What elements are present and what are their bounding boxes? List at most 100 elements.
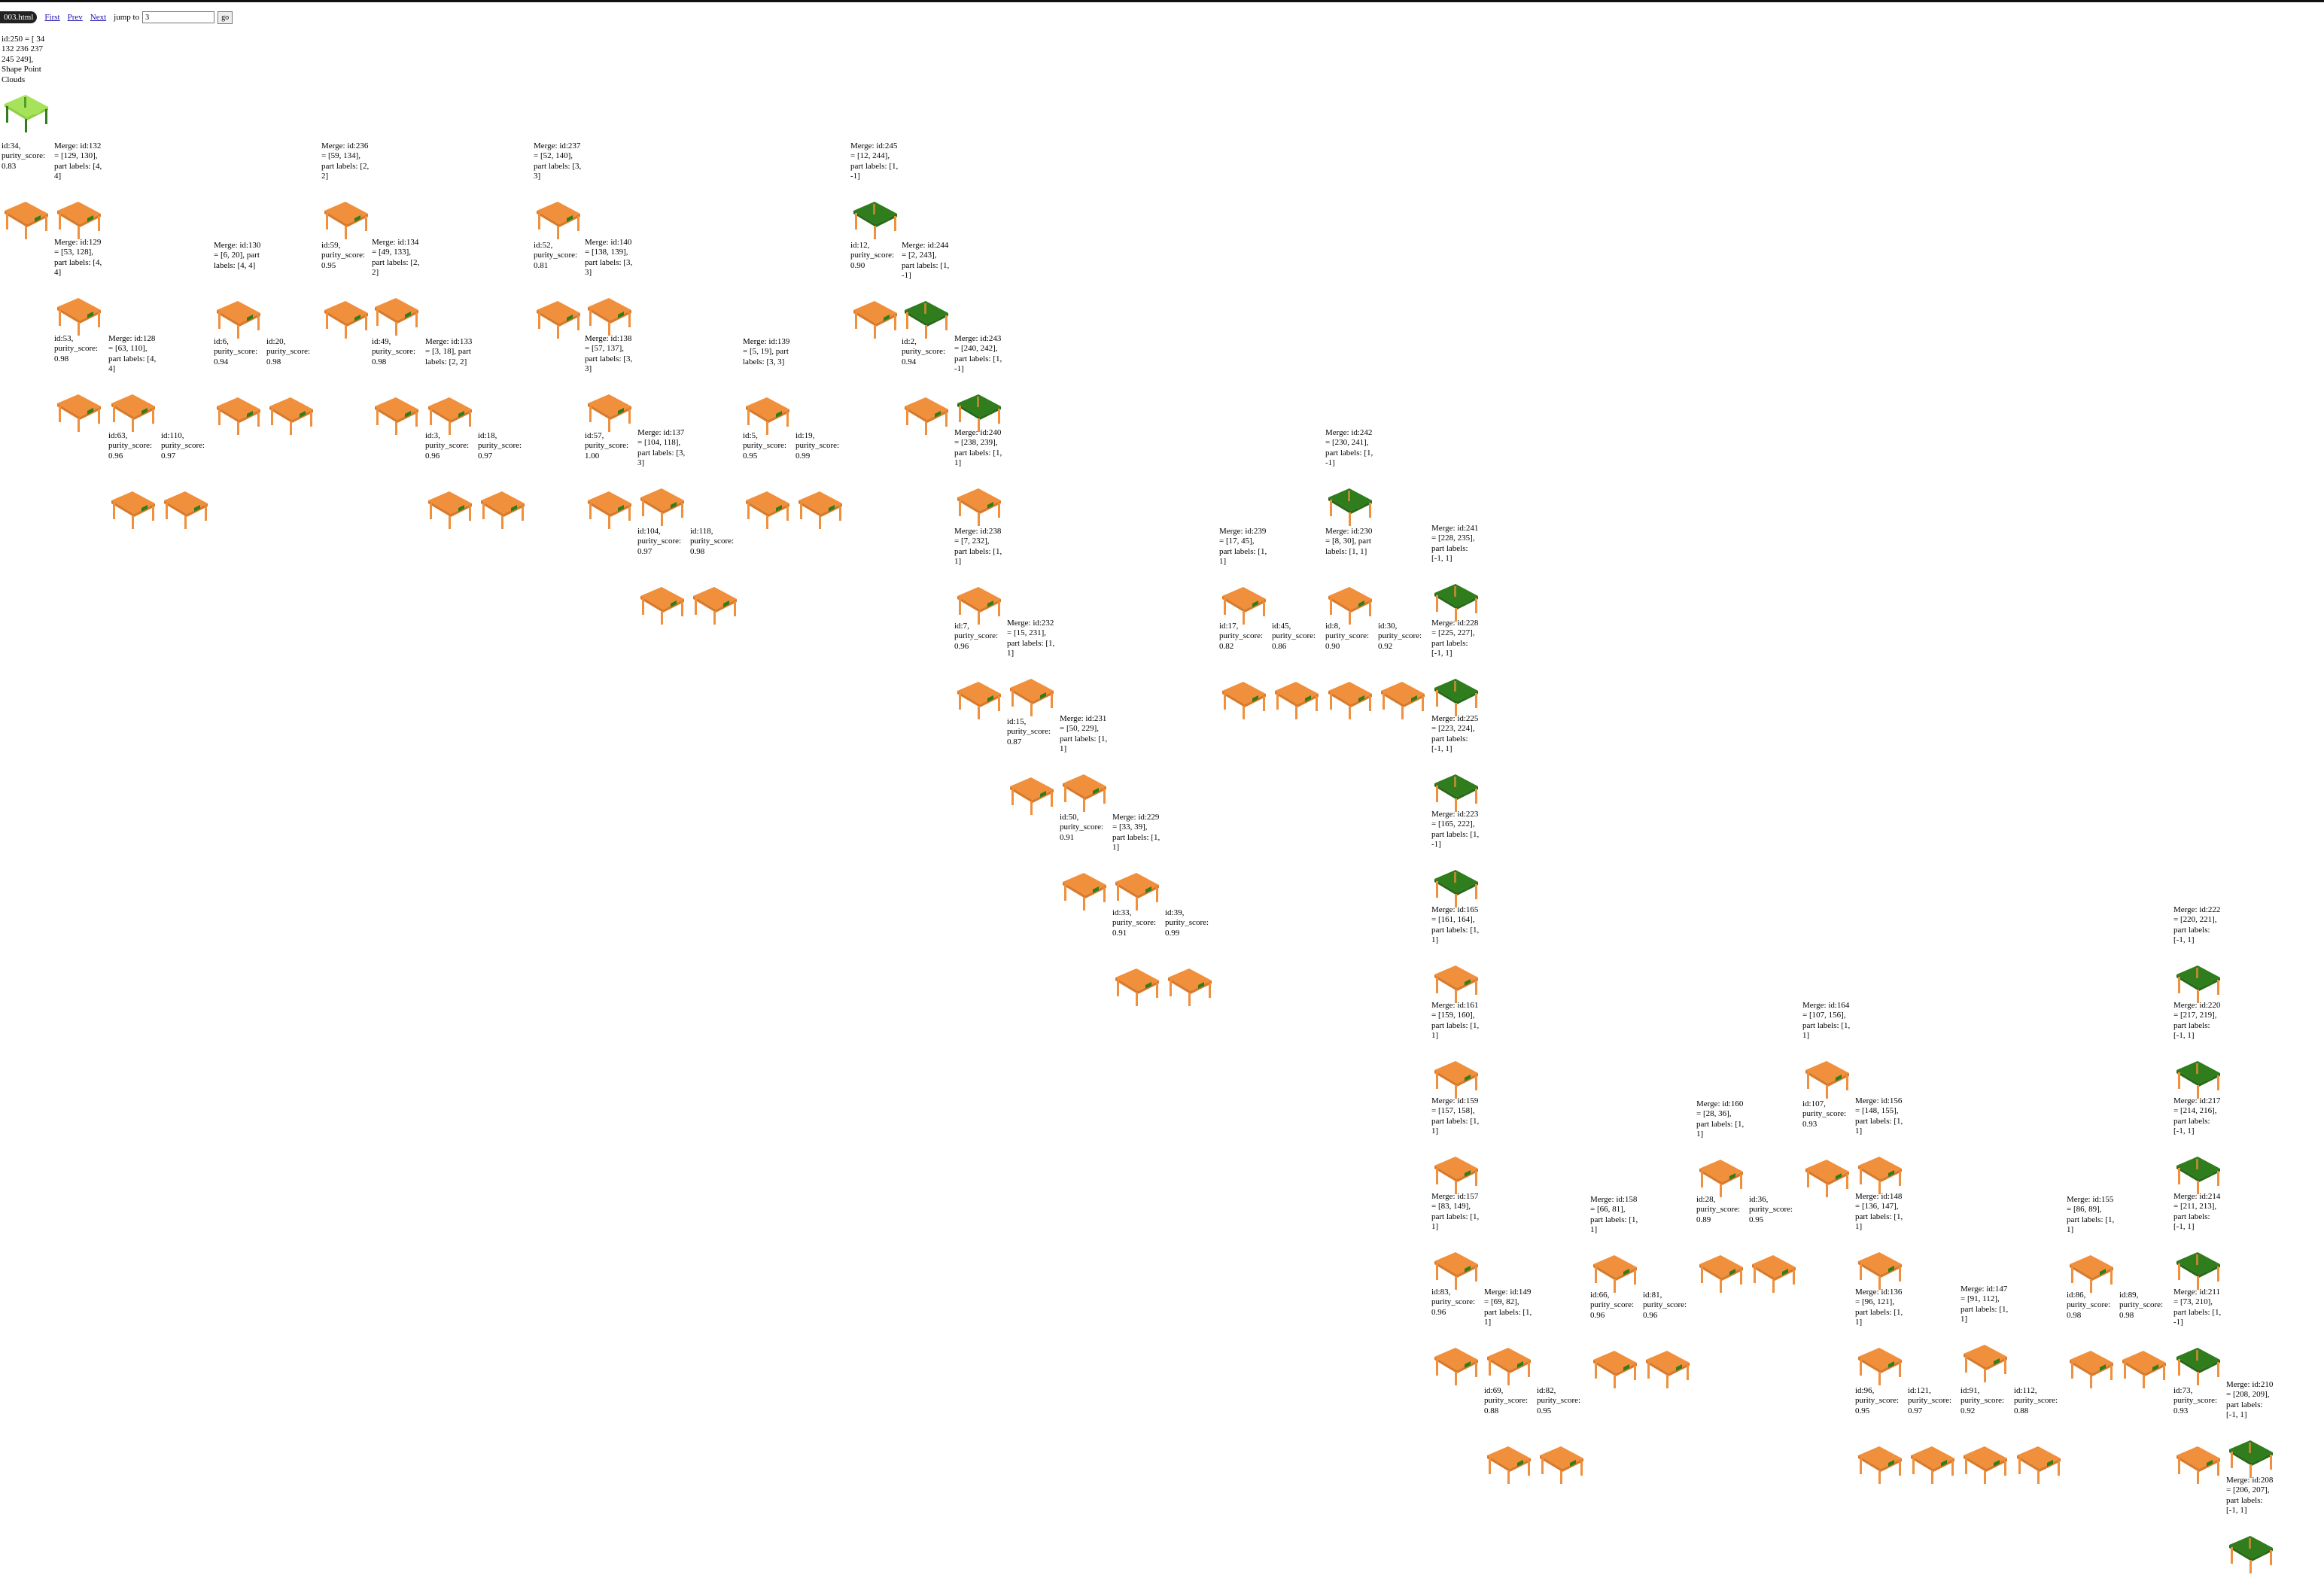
node-label: Merge: id:155 = [86, 89], part labels: [… bbox=[2067, 1195, 2115, 1235]
tree-node: Merge: id:228 = [225, 227], part labels:… bbox=[1431, 619, 1481, 718]
next-link[interactable]: Next bbox=[90, 13, 107, 22]
node-label: id:96, purity_score: 0.95 bbox=[1855, 1386, 1900, 1415]
tree-node: Merge: id:232 = [15, 231], part labels: … bbox=[1007, 619, 1057, 718]
table-point-cloud-thumbnail bbox=[2226, 1437, 2276, 1479]
table-point-cloud-thumbnail bbox=[1431, 1154, 1481, 1196]
table-point-cloud-thumbnail bbox=[637, 485, 687, 528]
node-label: id:50, purity_score: 0.91 bbox=[1060, 813, 1104, 842]
tree-node: id:110, purity_score: 0.97 bbox=[161, 431, 211, 531]
tree-node: Merge: id:222 = [220, 221], part labels:… bbox=[2173, 905, 2223, 1005]
tree-node: Merge: id:164 = [107, 156], part labels:… bbox=[1802, 1001, 1852, 1100]
table-point-cloud-thumbnail bbox=[1219, 584, 1269, 626]
go-button[interactable]: go bbox=[217, 11, 233, 24]
table-point-cloud-thumbnail bbox=[2226, 1533, 2276, 1575]
node-label: id:104, purity_score: 0.97 bbox=[637, 527, 682, 556]
node-label: Merge: id:222 = [220, 221], part labels:… bbox=[2173, 905, 2221, 945]
tree-node: id:49, purity_score: 0.98 bbox=[372, 337, 421, 436]
tree-node: id:19, purity_score: 0.99 bbox=[795, 431, 845, 531]
table-point-cloud-thumbnail bbox=[1060, 870, 1109, 912]
tree-node: id:45, purity_score: 0.86 bbox=[1272, 622, 1322, 721]
jump-label: jump to bbox=[114, 13, 140, 22]
table-point-cloud-thumbnail bbox=[1960, 1443, 2010, 1485]
tree-node: id:15, purity_score: 0.87 bbox=[1007, 717, 1057, 816]
node-label: Merge: id:223 = [165, 222], part labels:… bbox=[1431, 810, 1480, 850]
node-label: id:17, purity_score: 0.82 bbox=[1219, 622, 1264, 651]
node-label: Merge: id:157 = [83, 149], part labels: … bbox=[1431, 1192, 1480, 1232]
node-label: Merge: id:238 = [7, 232], part labels: [… bbox=[954, 527, 1002, 567]
tree-node: id:17, purity_score: 0.82 bbox=[1219, 622, 1269, 721]
table-point-cloud-thumbnail bbox=[2, 92, 51, 134]
table-point-cloud-thumbnail bbox=[1855, 1443, 1905, 1485]
prev-link[interactable]: Prev bbox=[67, 13, 83, 22]
tree-node: Merge: id:211 = [73, 210], part labels: … bbox=[2173, 1288, 2223, 1387]
tree-node: id:52, purity_score: 0.81 bbox=[534, 241, 583, 340]
tree-node: Merge: id:132 = [129, 130], part labels:… bbox=[54, 141, 104, 241]
node-label: id:250 = [ 34 132 236 237 245 249], Shap… bbox=[2, 35, 45, 84]
table-point-cloud-thumbnail bbox=[266, 394, 316, 436]
tree-node: Merge: id:223 = [165, 222], part labels:… bbox=[1431, 810, 1481, 909]
table-point-cloud-thumbnail bbox=[1219, 679, 1269, 721]
node-label: id:59, purity_score: 0.95 bbox=[321, 241, 366, 270]
tree-node: Merge: id:229 = [33, 39], part labels: [… bbox=[1112, 813, 1162, 912]
node-label: Merge: id:237 = [52, 140], part labels: … bbox=[534, 141, 582, 181]
tree-node: id:73, purity_score: 0.93 bbox=[2173, 1386, 2223, 1485]
node-label: Merge: id:214 = [211, 213], part labels:… bbox=[2173, 1192, 2221, 1232]
node-label: Merge: id:130 = [6, 20], part labels: [4… bbox=[214, 241, 261, 270]
node-label: Merge: id:242 = [230, 241], part labels:… bbox=[1325, 428, 1373, 468]
node-label: id:52, purity_score: 0.81 bbox=[534, 241, 578, 270]
table-point-cloud-thumbnail bbox=[108, 391, 158, 433]
table-point-cloud-thumbnail bbox=[1431, 962, 1481, 1005]
node-label: Merge: id:225 = [223, 224], part labels:… bbox=[1431, 714, 1479, 754]
tree-node: Merge: id:128 = [63, 110], part labels: … bbox=[108, 334, 158, 433]
tree-node: Merge: id:244 = [2, 243], part labels: [… bbox=[902, 241, 951, 340]
tree-node: Merge: id:138 = [57, 137], part labels: … bbox=[585, 334, 634, 433]
tree-node: id:12, purity_score: 0.90 bbox=[850, 241, 900, 340]
tree-node: id:104, purity_score: 0.97 bbox=[637, 527, 687, 626]
table-point-cloud-thumbnail bbox=[954, 391, 1004, 433]
table-point-cloud-thumbnail bbox=[1060, 771, 1109, 813]
table-point-cloud-thumbnail bbox=[425, 488, 475, 531]
table-point-cloud-thumbnail bbox=[1960, 1342, 2010, 1384]
navigation-bar: 003.html First Prev Next jump to go bbox=[0, 9, 233, 26]
node-label: id:57, purity_score: 1.00 bbox=[585, 431, 629, 461]
table-point-cloud-thumbnail bbox=[1431, 676, 1481, 718]
tree-node: id:96, purity_score: 0.95 bbox=[1855, 1386, 1905, 1485]
node-label: Merge: id:133 = [3, 18], part labels: [2… bbox=[425, 337, 473, 366]
node-label: id:8, purity_score: 0.90 bbox=[1325, 622, 1370, 651]
tree-node: id:6, purity_score: 0.94 bbox=[214, 337, 263, 436]
table-point-cloud-thumbnail bbox=[690, 584, 740, 626]
tree-node: id:2, purity_score: 0.94 bbox=[902, 337, 951, 436]
table-point-cloud-thumbnail bbox=[2173, 962, 2223, 1005]
table-point-cloud-thumbnail bbox=[1590, 1252, 1640, 1294]
tree-node: id:250 = [ 34 132 236 237 245 249], Shap… bbox=[2, 35, 51, 134]
table-point-cloud-thumbnail bbox=[1855, 1154, 1905, 1196]
node-label: Merge: id:211 = [73, 210], part labels: … bbox=[2173, 1288, 2222, 1327]
tree-node: id:30, purity_score: 0.92 bbox=[1378, 622, 1428, 721]
table-point-cloud-thumbnail bbox=[1431, 1249, 1481, 1291]
node-label: Merge: id:161 = [159, 160], part labels:… bbox=[1431, 1001, 1480, 1041]
node-label: id:83, purity_score: 0.96 bbox=[1431, 1288, 1476, 1317]
node-label: Merge: id:147 = [91, 112], part labels: … bbox=[1960, 1285, 2009, 1324]
table-point-cloud-thumbnail bbox=[850, 199, 900, 241]
node-label: Merge: id:137 = [104, 118], part labels:… bbox=[637, 428, 686, 468]
node-label: Merge: id:132 = [129, 130], part labels:… bbox=[54, 141, 102, 181]
tree-node: id:57, purity_score: 1.00 bbox=[585, 431, 634, 531]
tree-node: Merge: id:208 = [206, 207], part labels:… bbox=[2226, 1476, 2276, 1575]
tree-node: Merge: id:148 = [136, 147], part labels:… bbox=[1855, 1192, 1905, 1291]
tree-node: Merge: id:237 = [52, 140], part labels: … bbox=[534, 141, 583, 241]
table-point-cloud-thumbnail bbox=[1908, 1443, 1957, 1485]
tree-node: id:39, purity_score: 0.99 bbox=[1165, 908, 1215, 1008]
node-label: id:2, purity_score: 0.94 bbox=[902, 337, 946, 366]
tree-node: Merge: id:240 = [238, 239], part labels:… bbox=[954, 428, 1004, 528]
table-point-cloud-thumbnail bbox=[1749, 1252, 1799, 1294]
table-point-cloud-thumbnail bbox=[214, 298, 263, 340]
node-label: id:49, purity_score: 0.98 bbox=[372, 337, 416, 366]
tree-node: Merge: id:242 = [230, 241], part labels:… bbox=[1325, 428, 1375, 528]
jump-input[interactable] bbox=[142, 11, 215, 23]
table-point-cloud-thumbnail bbox=[1272, 679, 1322, 721]
node-label: id:63, purity_score: 0.96 bbox=[108, 431, 153, 461]
tree-node: id:8, purity_score: 0.90 bbox=[1325, 622, 1375, 721]
tree-node: Merge: id:134 = [49, 133], part labels: … bbox=[372, 238, 421, 337]
first-link[interactable]: First bbox=[44, 13, 60, 22]
node-label: Merge: id:220 = [217, 219], part labels:… bbox=[2173, 1001, 2221, 1041]
